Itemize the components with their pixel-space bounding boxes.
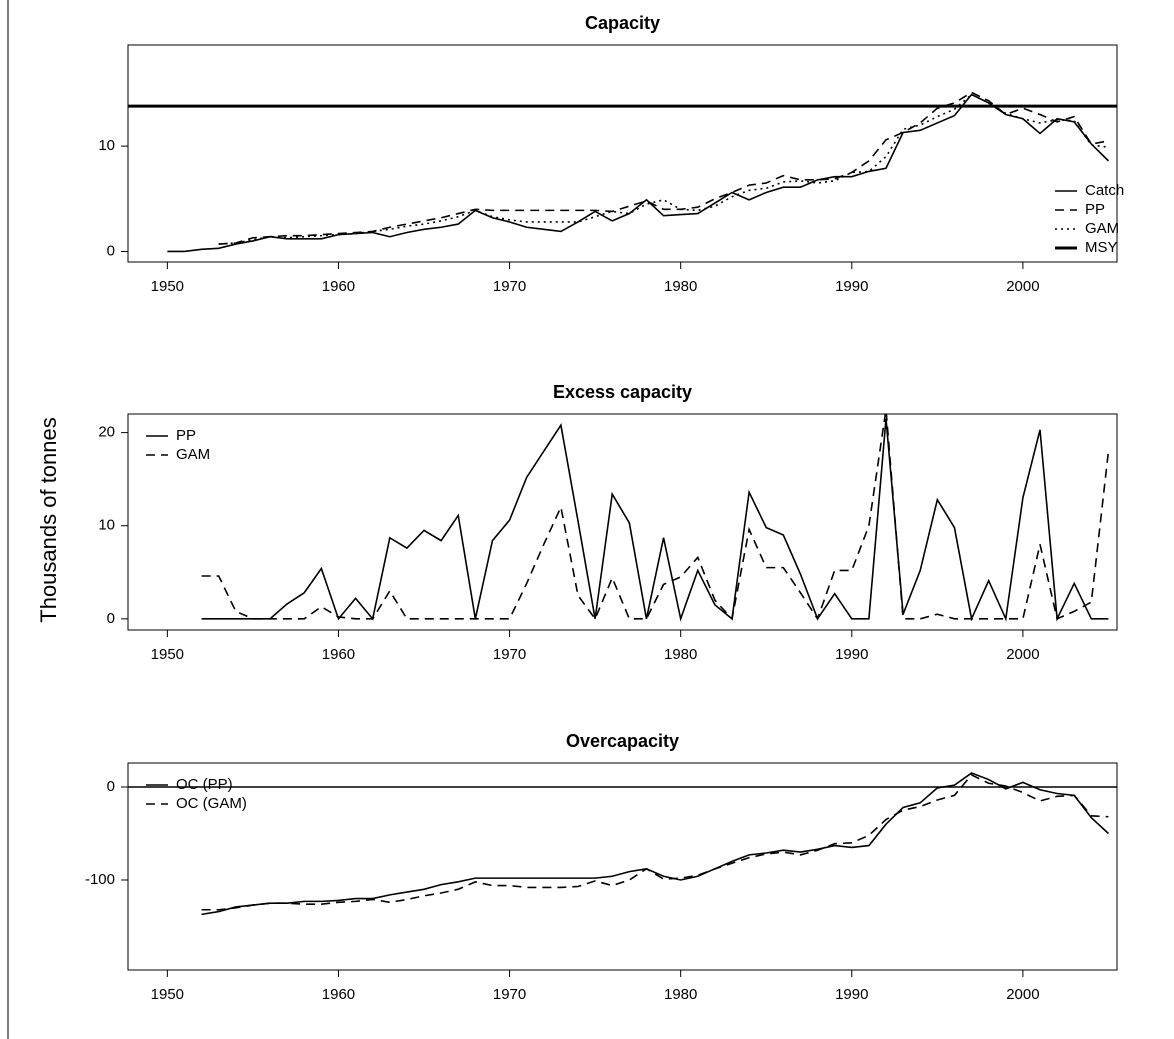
y-tick-label: 20 (98, 424, 115, 441)
y-tick-label: 0 (107, 242, 115, 259)
y-axis-label: Thousands of tonnes (36, 417, 61, 622)
plot-box (127, 762, 1118, 971)
x-tick-label: 2000 (1006, 986, 1039, 1003)
x-tick-label: 1970 (493, 646, 526, 663)
plot-box (127, 413, 1118, 631)
y-tick-label: 10 (98, 137, 115, 154)
x-tick-label: 1970 (493, 278, 526, 295)
legend-label: PP (176, 427, 196, 444)
chart-title: Excess capacity (553, 382, 692, 402)
legend-label: GAM (1085, 220, 1119, 237)
x-tick-label: 1990 (835, 646, 868, 663)
x-tick-label: 1950 (151, 278, 184, 295)
x-tick-label: 1950 (151, 986, 184, 1003)
x-tick-label: 2000 (1006, 646, 1039, 663)
series-line (201, 772, 1109, 916)
series-line (201, 418, 1109, 622)
y-tick-label: 0 (107, 610, 115, 627)
legend-label: OC (GAM) (176, 795, 247, 812)
series-line (201, 414, 1110, 621)
legend-label: PP (1085, 201, 1105, 218)
chart-title: Overcapacity (566, 731, 679, 751)
x-tick-label: 1980 (664, 646, 697, 663)
chart-title: Capacity (585, 13, 660, 33)
series-line (218, 91, 1109, 245)
y-tick-label: 10 (98, 517, 115, 534)
legend-label: MSY (1085, 239, 1118, 256)
y-tick-label: -100 (85, 871, 115, 888)
x-tick-label: 1960 (322, 646, 355, 663)
x-tick-label: 1970 (493, 986, 526, 1003)
series-line (201, 773, 1109, 911)
legend-label: OC (PP) (176, 776, 233, 793)
x-tick-label: 1950 (151, 646, 184, 663)
y-tick-label: 0 (107, 778, 115, 795)
x-tick-label: 1960 (322, 278, 355, 295)
legend-label: Catch (1085, 182, 1124, 199)
x-tick-label: 1980 (664, 278, 697, 295)
series-line (218, 93, 1109, 245)
x-tick-label: 1990 (835, 278, 868, 295)
plot-box (127, 44, 1118, 263)
x-tick-label: 1990 (835, 986, 868, 1003)
legend-label: GAM (176, 446, 210, 463)
x-tick-label: 2000 (1006, 278, 1039, 295)
x-tick-label: 1980 (664, 986, 697, 1003)
series-line (167, 93, 1110, 253)
x-tick-label: 1960 (322, 986, 355, 1003)
